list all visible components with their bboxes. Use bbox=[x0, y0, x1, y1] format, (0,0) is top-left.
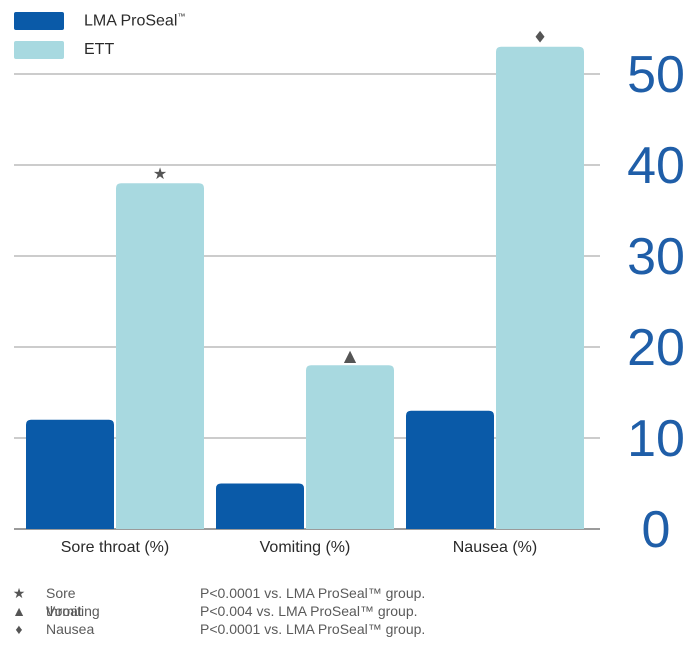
footnote-text: P<0.004 vs. LMA ProSeal™ group. bbox=[200, 603, 418, 619]
bar-lma-proseal bbox=[406, 410, 494, 529]
footnote-text: P<0.0001 vs. LMA ProSeal™ group. bbox=[200, 621, 426, 637]
legend-item-lma: LMA ProSeal™ bbox=[14, 11, 185, 31]
footnote-text: P<0.0001 vs. LMA ProSeal™ group. bbox=[200, 585, 426, 601]
bar-ett bbox=[496, 46, 584, 529]
legend-item-ett: ETT bbox=[14, 40, 114, 60]
diamond-icon: ♦ bbox=[15, 621, 23, 637]
significance-marker: ♦ bbox=[533, 28, 547, 47]
legend-label-ett: ETT bbox=[84, 41, 115, 58]
x-tick-label: Vomiting (%) bbox=[260, 539, 351, 556]
legend-swatch-lma bbox=[14, 12, 64, 30]
footnote-name: Sore throat bbox=[46, 585, 82, 619]
triangle-icon: ▲ bbox=[12, 603, 26, 619]
bar-ett bbox=[306, 365, 394, 529]
y-tick-label: 0 bbox=[642, 501, 671, 559]
y-tick-label: 10 bbox=[627, 410, 685, 468]
y-tick-label: 40 bbox=[627, 137, 685, 195]
bar-ett bbox=[116, 183, 204, 529]
y-tick-label: 20 bbox=[627, 319, 685, 377]
significance-marker: ▲ bbox=[344, 346, 357, 365]
star-icon: ★ bbox=[12, 585, 26, 601]
footnote-name: Vomiting bbox=[46, 603, 100, 619]
bar-chart: 0 10 20 30 40 50 ★ Sore throat (%) ▲ Vomiting (%)… bbox=[14, 28, 685, 559]
y-tick-label: 30 bbox=[627, 228, 685, 286]
legend-swatch-ett bbox=[14, 41, 64, 59]
bar-lma-proseal bbox=[216, 483, 304, 529]
x-tick-label: Sore throat (%) bbox=[61, 539, 169, 556]
legend-label-lma: LMA ProSeal™ bbox=[84, 11, 186, 30]
y-tick-label: 50 bbox=[627, 46, 685, 104]
bar-lma-proseal bbox=[26, 419, 114, 529]
significance-marker: ★ bbox=[153, 164, 167, 183]
x-tick-label: Nausea (%) bbox=[453, 539, 537, 556]
footnote-name: Nausea bbox=[46, 621, 95, 637]
